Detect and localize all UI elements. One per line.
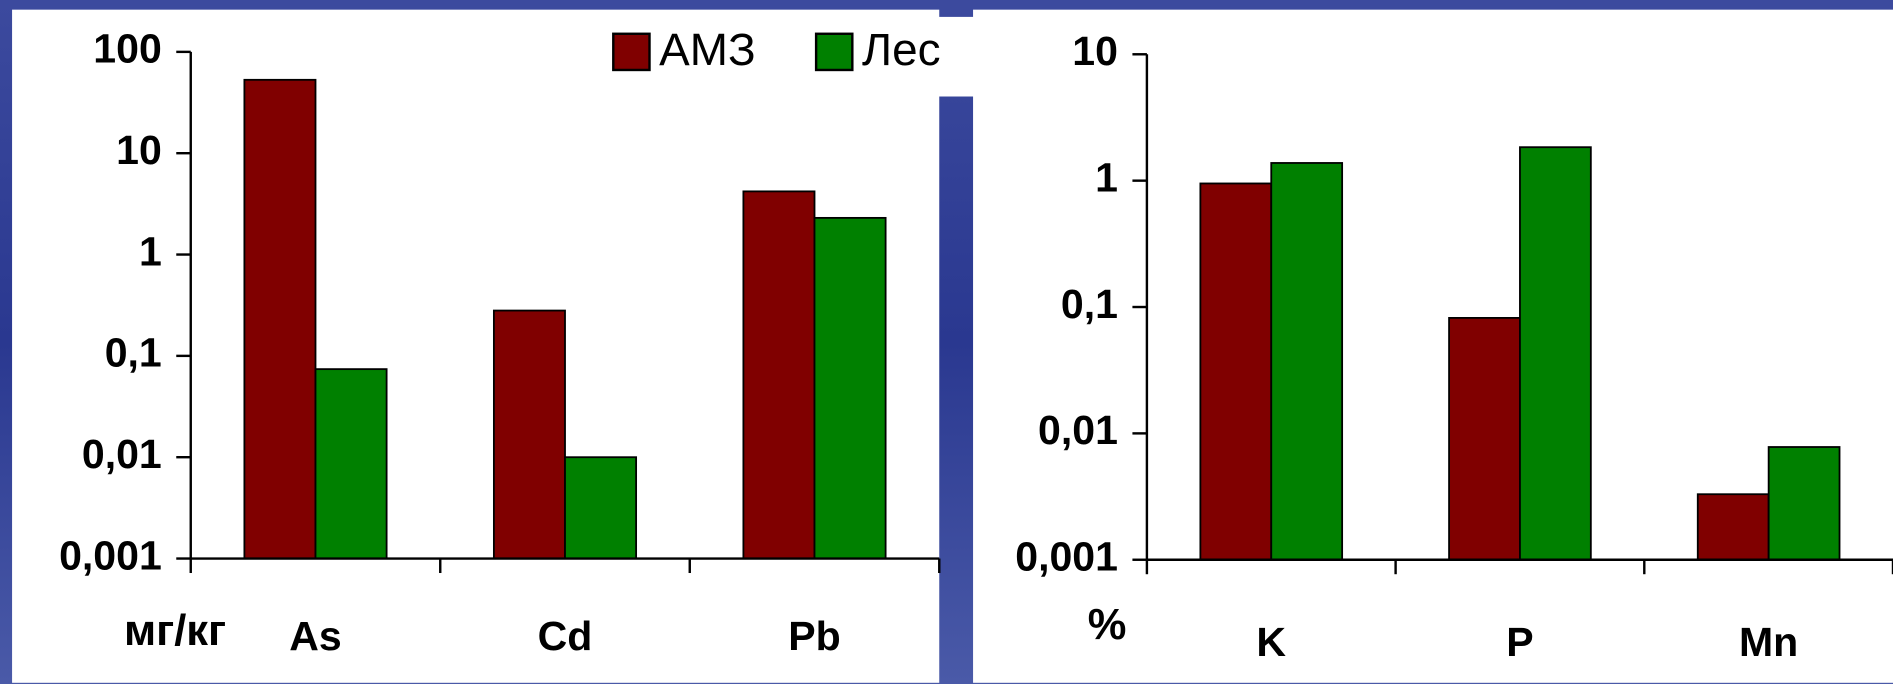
y-tick-label: 1 [1095, 155, 1118, 201]
bar [1767, 446, 1841, 561]
y-tick-label: 1 [139, 228, 162, 274]
legend-swatch [814, 32, 854, 72]
bar [813, 216, 887, 560]
y-tick-label: 0,001 [1015, 534, 1118, 580]
right-panel [973, 9, 1893, 683]
x-tick-label: Cd [538, 613, 593, 659]
legend-label: Лес [862, 23, 941, 75]
legend-swatch [612, 32, 651, 72]
bar [1270, 162, 1344, 561]
bar [564, 456, 638, 560]
y-tick-label: 10 [116, 127, 162, 173]
bar [314, 368, 388, 560]
y-unit-label: % [1088, 601, 1127, 649]
bar [492, 309, 566, 560]
y-tick-label: 0,01 [82, 431, 162, 477]
bar [1696, 493, 1770, 561]
bar [1519, 146, 1592, 561]
bar [1448, 317, 1521, 561]
x-tick-label: Pb [788, 613, 840, 659]
bar [243, 78, 317, 560]
bar [1199, 182, 1273, 561]
y-tick-label: 100 [93, 26, 161, 72]
x-tick-label: K [1256, 619, 1286, 665]
y-tick-label: 0,001 [59, 532, 162, 578]
y-tick-label: 0,1 [1061, 281, 1118, 327]
x-tick-label: P [1506, 619, 1533, 665]
legend-label: АМЗ [659, 23, 756, 75]
bar [742, 190, 816, 560]
legend: АМЗ Лес [612, 23, 941, 75]
y-tick-label: 0,1 [105, 330, 162, 376]
x-tick-label: Mn [1739, 619, 1798, 665]
y-unit-label: мг/кг [124, 607, 226, 655]
y-tick-label: 10 [1072, 28, 1118, 74]
x-tick-label: As [289, 613, 341, 659]
y-tick-label: 0,01 [1038, 407, 1118, 453]
